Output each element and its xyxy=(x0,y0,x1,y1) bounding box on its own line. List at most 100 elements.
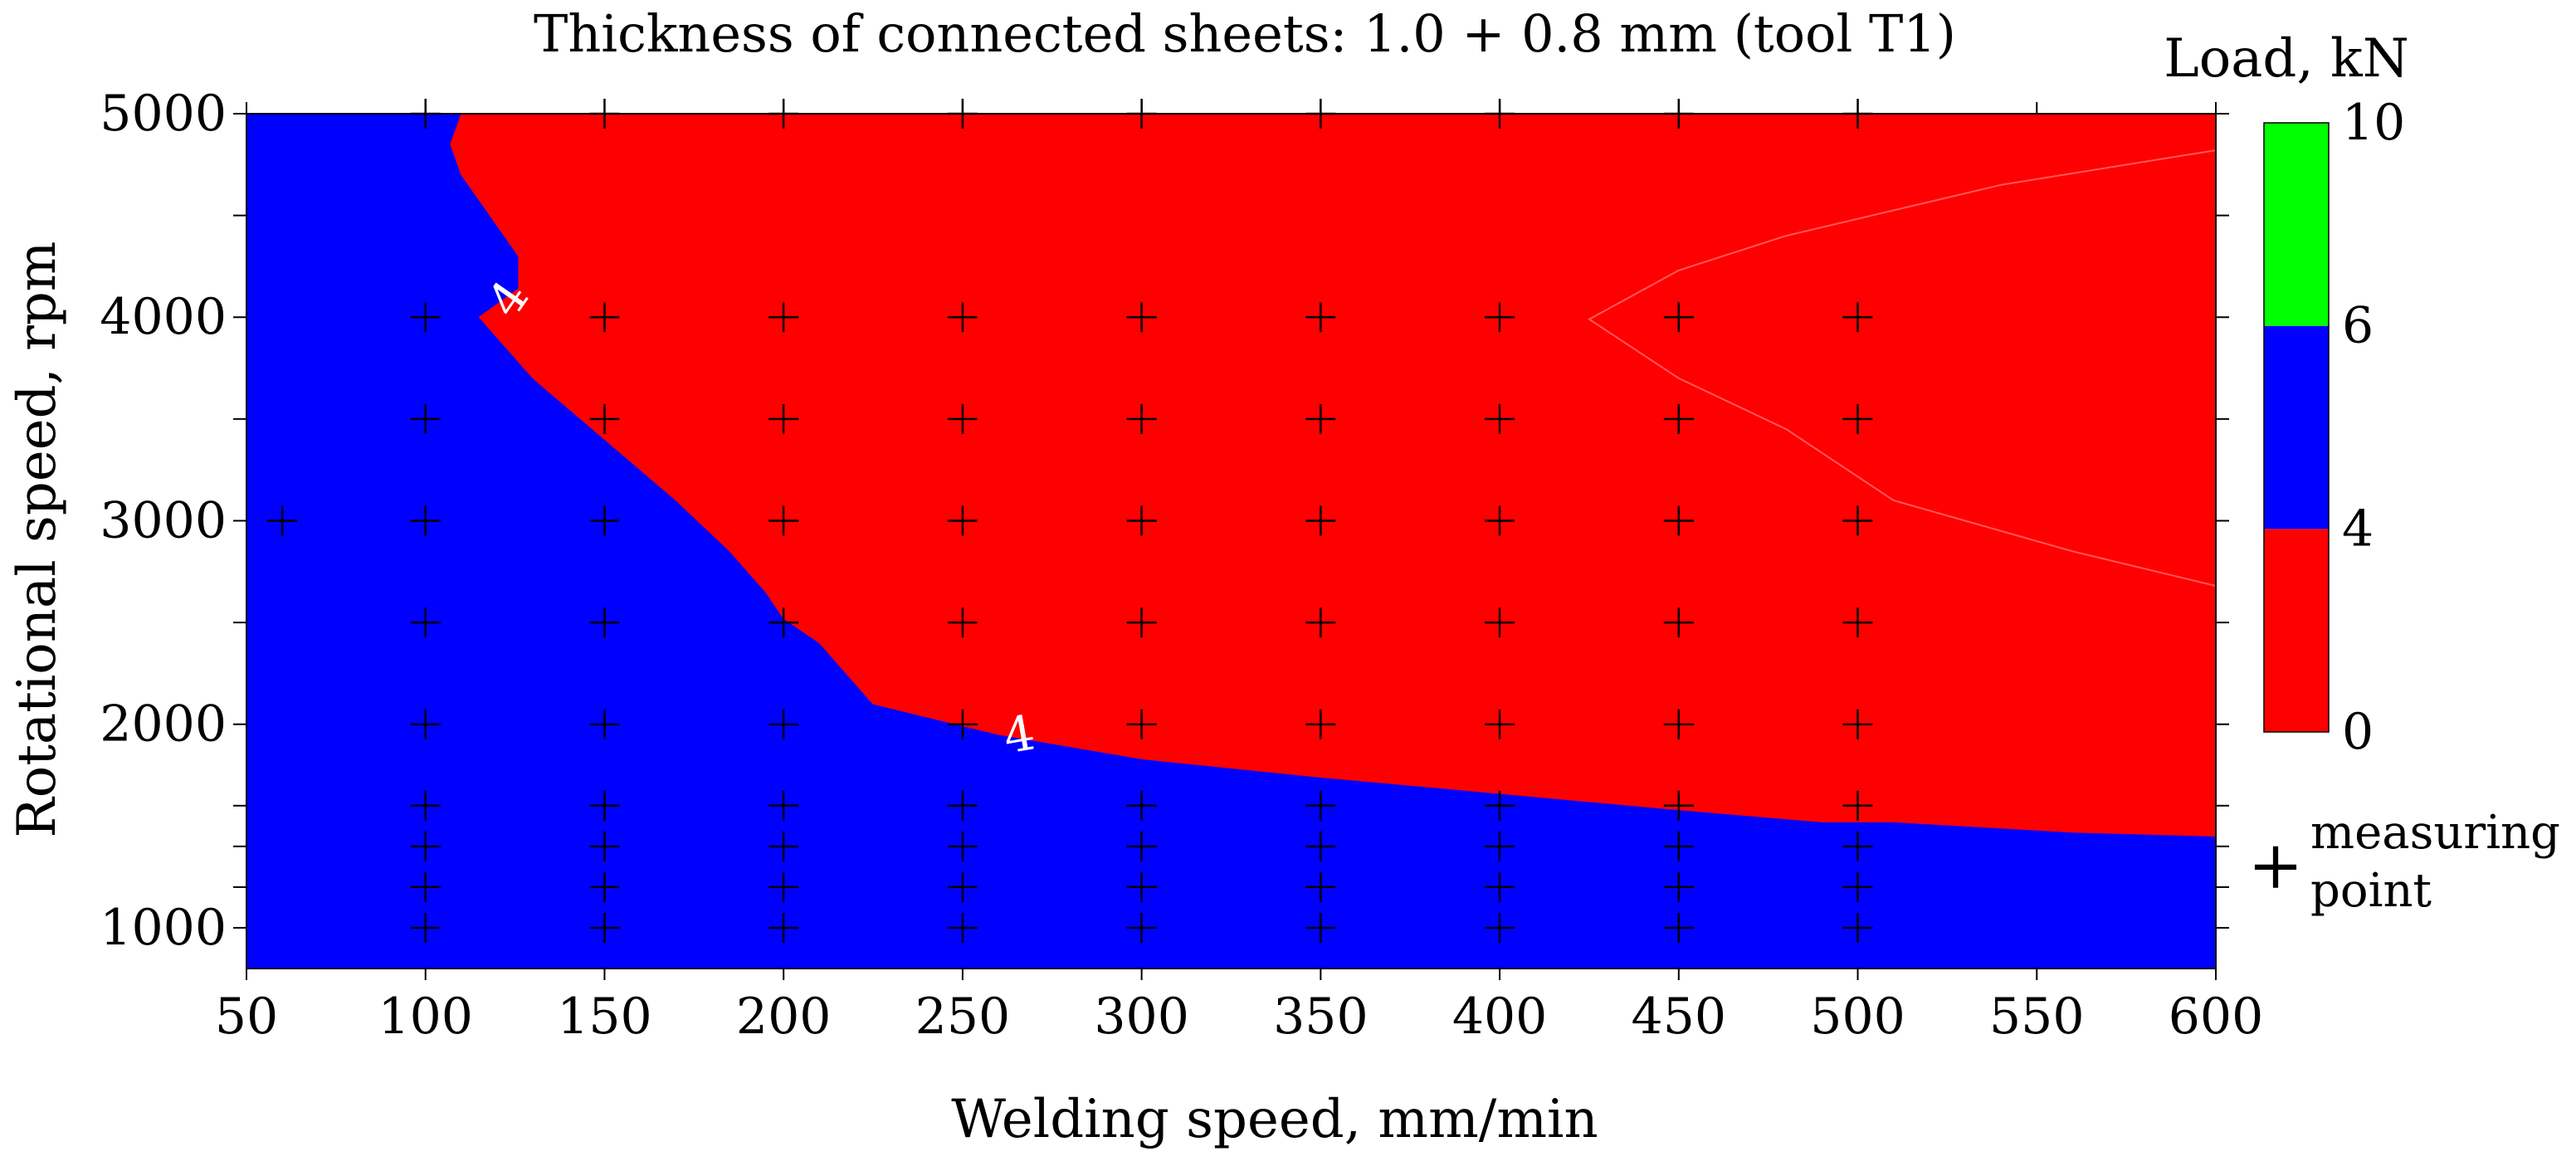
measuring-point xyxy=(768,790,799,821)
measuring-point xyxy=(1663,505,1694,536)
colorbar-segment xyxy=(2264,325,2329,529)
y-axis: 1000 2000 3000 4000 5000 xyxy=(100,85,2229,957)
measuring-point xyxy=(1842,302,1873,333)
measuring-point xyxy=(1485,403,1515,434)
colorbar-tick-label: 10 xyxy=(2342,94,2405,152)
measuring-point xyxy=(410,912,441,943)
measuring-point xyxy=(589,831,620,861)
measuring-point xyxy=(589,607,620,638)
measuring-point xyxy=(947,302,978,333)
x-tick-label: 50 xyxy=(215,988,278,1046)
measuring-point xyxy=(1663,302,1694,333)
measuring-point xyxy=(589,790,620,821)
inner-contour-line xyxy=(1588,149,2217,587)
measuring-point xyxy=(1663,403,1694,434)
legend-text-line1: measuring xyxy=(2310,806,2560,860)
y-axis-title: Rotational speed, rpm xyxy=(7,242,68,838)
measuring-point xyxy=(1126,912,1157,943)
measuring-point xyxy=(768,912,799,943)
measuring-point xyxy=(1842,871,1873,902)
measuring-point xyxy=(589,871,620,902)
measuring-point xyxy=(1663,607,1694,638)
chart-title: Thickness of connected sheets: 1.0 + 0.8… xyxy=(534,3,1956,64)
measuring-point xyxy=(589,403,620,434)
colorbar-title: Load, kN xyxy=(2164,28,2409,90)
measuring-point xyxy=(589,709,620,739)
measuring-point xyxy=(1842,403,1873,434)
x-tick-label: 100 xyxy=(378,988,473,1046)
measuring-point xyxy=(1305,403,1336,434)
region-0-4-kN xyxy=(450,113,2217,837)
legend-text-line2: point xyxy=(2310,864,2432,918)
x-axis-title: Welding speed, mm/min xyxy=(951,1089,1598,1150)
measuring-point xyxy=(768,607,799,638)
x-tick-label: 600 xyxy=(2169,988,2264,1046)
measuring-point xyxy=(1305,790,1336,821)
measuring-point xyxy=(768,709,799,739)
measuring-point xyxy=(1842,505,1873,536)
measuring-point xyxy=(768,871,799,902)
measuring-point xyxy=(589,505,620,536)
y-tick-label: 3000 xyxy=(100,491,227,549)
measuring-point xyxy=(1485,607,1515,638)
measuring-point xyxy=(589,302,620,333)
measuring-point xyxy=(947,871,978,902)
measuring-point xyxy=(1842,831,1873,861)
x-tick-label: 300 xyxy=(1094,988,1189,1046)
measuring-point xyxy=(1842,790,1873,821)
measuring-point xyxy=(1126,790,1157,821)
x-tick-label: 550 xyxy=(1989,988,2085,1046)
y-tick-label: 4000 xyxy=(100,288,227,346)
measuring-point xyxy=(1126,302,1157,333)
colorbar-tick-label: 4 xyxy=(2342,500,2374,558)
measuring-point xyxy=(1663,709,1694,739)
measuring-point xyxy=(768,403,799,434)
x-tick-label: 250 xyxy=(915,988,1011,1046)
x-tick-label: 200 xyxy=(736,988,832,1046)
measuring-point xyxy=(947,831,978,861)
measuring-point xyxy=(1126,403,1157,434)
measuring-point xyxy=(1663,871,1694,902)
measuring-point xyxy=(1305,302,1336,333)
measuring-point xyxy=(768,505,799,536)
measuring-point xyxy=(1485,912,1515,943)
measuring-point xyxy=(947,912,978,943)
measuring-point xyxy=(1305,912,1336,943)
measuring-point xyxy=(1485,871,1515,902)
measuring-point xyxy=(267,505,298,536)
measuring-point xyxy=(1485,302,1515,333)
x-tick-label: 500 xyxy=(1810,988,1905,1046)
y-tick-label: 1000 xyxy=(100,899,227,957)
x-axis: 50 100 150 200 250 300 350 400 450 500 550 600 xyxy=(215,102,2263,1046)
plot-area: 44 xyxy=(246,99,2217,969)
measuring-point xyxy=(410,790,441,821)
legend-symbol: + xyxy=(2247,827,2303,904)
colorbar-segment xyxy=(2264,123,2329,326)
measuring-point xyxy=(1126,831,1157,861)
measuring-point xyxy=(1842,912,1873,943)
legend: + measuring point xyxy=(2247,806,2560,918)
measuring-point xyxy=(589,912,620,943)
measuring-point xyxy=(410,403,441,434)
y-tick-label: 5000 xyxy=(100,85,227,143)
measuring-point xyxy=(947,505,978,536)
measuring-point xyxy=(410,505,441,536)
measuring-point xyxy=(1305,871,1336,902)
measuring-point xyxy=(1305,505,1336,536)
x-tick-label: 400 xyxy=(1452,988,1548,1046)
measuring-point xyxy=(1485,505,1515,536)
x-tick-label: 150 xyxy=(557,988,652,1046)
colorbar-tick-label: 0 xyxy=(2342,703,2374,761)
measuring-point xyxy=(1663,831,1694,861)
measuring-point xyxy=(768,831,799,861)
measuring-point xyxy=(1305,831,1336,861)
measuring-point xyxy=(1126,709,1157,739)
measuring-point xyxy=(1663,912,1694,943)
colorbar-frame xyxy=(2263,122,2330,733)
measuring-point xyxy=(947,607,978,638)
y-tick-label: 2000 xyxy=(100,695,227,754)
measuring-point xyxy=(1126,505,1157,536)
measuring-point xyxy=(1126,871,1157,902)
measuring-point xyxy=(947,709,978,739)
